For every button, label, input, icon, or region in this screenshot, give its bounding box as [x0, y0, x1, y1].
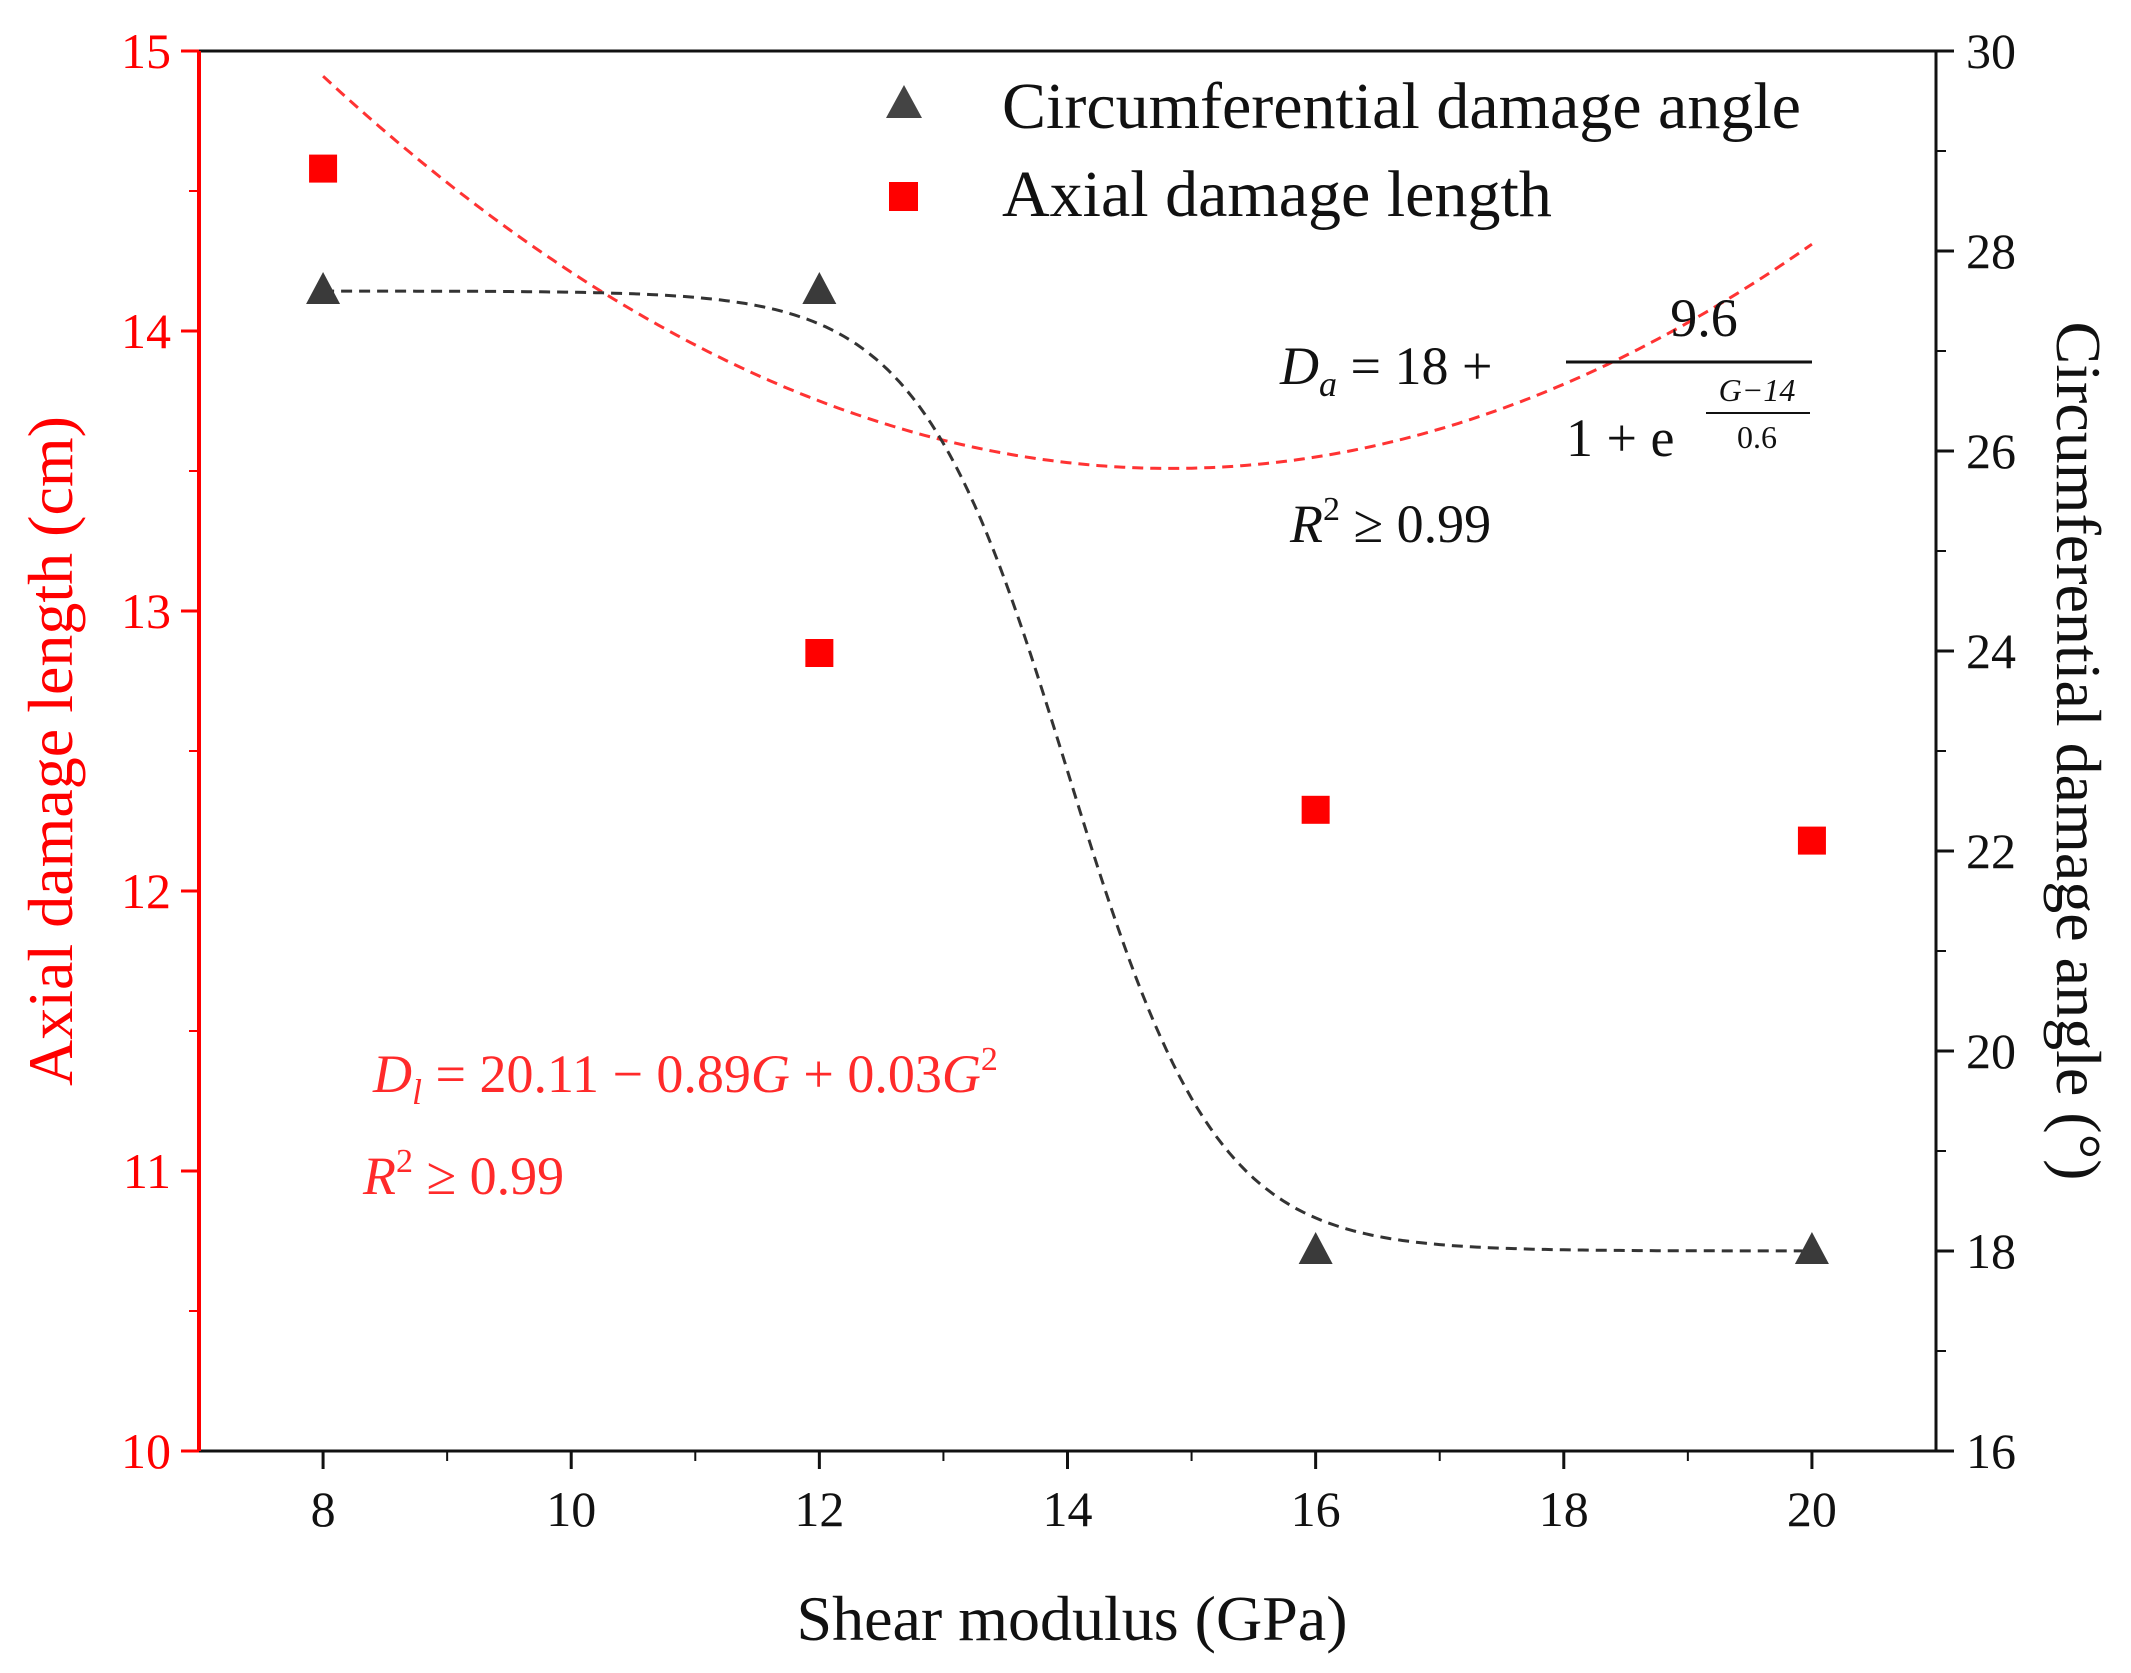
x-axis-title: Shear modulus (GPa): [796, 1583, 1347, 1654]
svg-text:0.6: 0.6: [1737, 419, 1777, 455]
y-right-tick-label: 28: [1966, 223, 2016, 279]
y-left-tick-label: 13: [121, 583, 171, 639]
data-point-axial-length: [1797, 826, 1826, 855]
x-tick-label: 10: [546, 1481, 596, 1537]
y-right-tick-label: 20: [1966, 1023, 2016, 1079]
y-left-tick-label: 12: [121, 863, 171, 919]
equation-length: Dl = 20.11 − 0.89G + 0.03G2 R2 ≥ 0.99: [362, 1041, 998, 1206]
y-right-tick-label: 30: [1966, 23, 2016, 79]
data-point-axial-length: [309, 154, 338, 183]
data-markers: [306, 154, 1829, 1264]
svg-text:R2 ≥ 0.99: R2 ≥ 0.99: [362, 1143, 564, 1206]
svg-text:1 + e: 1 + e: [1566, 408, 1674, 468]
x-tick-label: 18: [1539, 1481, 1589, 1537]
y-right-axis-title: Circumferential damage angle (°): [2043, 322, 2114, 1181]
fit-curve-circumferential-angle: [323, 289, 1812, 1253]
x-tick-label: 20: [1787, 1481, 1837, 1537]
y-left-tick-label: 10: [121, 1423, 171, 1479]
x-tick-label: 8: [311, 1481, 336, 1537]
data-point-axial-length: [805, 639, 834, 667]
legend-square-marker: [889, 182, 918, 211]
y-right-tick-label: 16: [1966, 1423, 2016, 1479]
x-tick-label: 16: [1291, 1481, 1341, 1537]
y-left-axis-title: Axial damage length (cm): [15, 416, 86, 1086]
fit-curve-axial-length: [322, 75, 1813, 470]
x-tick-label: 12: [794, 1481, 844, 1537]
y-left-tick-label: 15: [121, 23, 171, 79]
svg-text:G−14: G−14: [1719, 372, 1796, 408]
equation-angle: Da = 18 + 9.6 1 + e G−14 0.6 R2 ≥ 0.99: [1279, 288, 1812, 554]
x-tick-label: 14: [1043, 1481, 1093, 1537]
data-point-circumferential-angle: [802, 272, 837, 304]
y-left-ticks: 10 11 12 13 14 15: [121, 23, 199, 1479]
svg-text:Dl = 20.11 − 0.89G + 0.03G2: Dl = 20.11 − 0.89G + 0.03G2: [372, 1041, 998, 1112]
data-point-axial-length: [1301, 795, 1330, 824]
legend-triangle-marker: [886, 85, 922, 118]
y-left-tick-label: 14: [121, 303, 171, 359]
data-point-circumferential-angle: [1794, 1232, 1829, 1264]
data-point-circumferential-angle: [1298, 1232, 1333, 1264]
x-ticks: 8 10 12 14 16 18 20: [311, 1451, 1837, 1537]
legend-label-circumferential-angle: Circumferential damage angle: [1002, 70, 1801, 143]
data-point-circumferential-angle: [306, 272, 341, 304]
svg-text:R2 ≥ 0.99: R2 ≥ 0.99: [1289, 491, 1491, 554]
svg-text:9.6: 9.6: [1670, 288, 1738, 348]
legend: Circumferential damage angle Axial damag…: [886, 70, 1801, 231]
y-right-tick-label: 18: [1966, 1223, 2016, 1279]
svg-text:Da = 18 +: Da = 18 +: [1279, 336, 1492, 404]
legend-label-axial-length: Axial damage length: [1002, 158, 1552, 231]
y-right-tick-label: 24: [1966, 623, 2016, 679]
y-right-tick-label: 26: [1966, 423, 2016, 479]
y-right-ticks: 16 18 20 22 24 26 28 30: [1936, 23, 2016, 1479]
y-right-tick-label: 22: [1966, 823, 2016, 879]
y-left-tick-label: 11: [123, 1143, 171, 1199]
